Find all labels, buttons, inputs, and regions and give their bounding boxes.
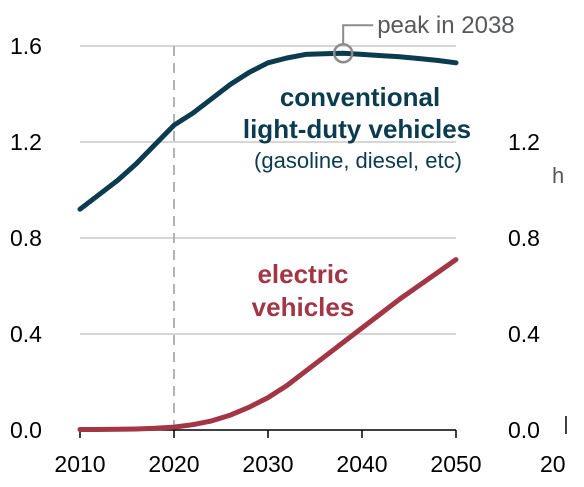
y-tick-label: 1.6 <box>10 33 42 59</box>
series-label-conventional-line1: conventional <box>280 82 440 112</box>
x-tick-label: 2010 <box>54 451 105 477</box>
peak-callout: peak in 2038 <box>332 12 515 64</box>
x-tick-label: 2040 <box>336 451 387 477</box>
right-y-tick-label: 0.0 <box>508 417 540 443</box>
electric-vehicles-line <box>77 257 459 432</box>
x-tick-label: 2020 <box>148 451 199 477</box>
gridlines <box>80 45 456 335</box>
peak-label: peak in 2038 <box>377 12 514 39</box>
series-note-conventional: (gasoline, diesel, etc) <box>254 148 462 173</box>
series-lines <box>77 50 459 432</box>
right-y-tick-label: 0.4 <box>508 321 540 347</box>
right-panel-partial: 0.0 0.4 0.8 1.2 20 h <box>508 129 567 477</box>
series-label-conventional-line2: light-duty vehicles <box>243 114 471 144</box>
y-tick-label: 0.8 <box>10 225 42 251</box>
right-axis-label-partial: h <box>552 163 564 188</box>
y-axis: 0.0 0.4 0.8 1.2 1.6 <box>10 33 42 443</box>
series-label-electric-line2: vehicles <box>252 292 355 322</box>
x-tick-label: 2050 <box>430 451 481 477</box>
peak-leader-line <box>342 24 374 45</box>
y-tick-label: 0.4 <box>10 321 42 347</box>
right-y-tick-label: 0.8 <box>508 225 540 251</box>
right-y-tick-label: 1.2 <box>508 129 540 155</box>
x-tick-label: 2030 <box>242 451 293 477</box>
right-x-tick-label: 20 <box>540 451 566 477</box>
conventional-vehicles-line <box>77 50 459 212</box>
series-label-electric-line1: electric <box>257 259 348 289</box>
y-tick-label: 1.2 <box>10 129 42 155</box>
y-tick-label: 0.0 <box>10 417 42 443</box>
x-axis: 2010 2020 2030 2040 2050 <box>54 429 482 477</box>
